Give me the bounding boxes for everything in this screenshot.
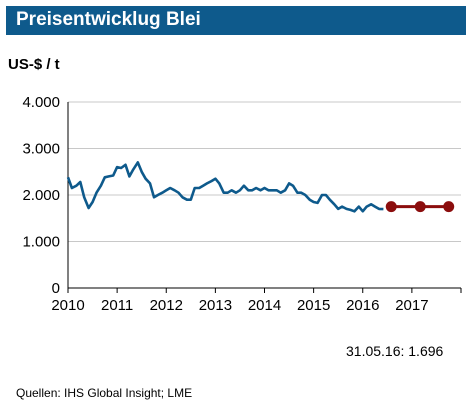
y-tick-label-1.000: 1.000 bbox=[22, 234, 60, 251]
x-tick-label-2015: 2015 bbox=[297, 297, 330, 314]
y-tick-label-2.000: 2.000 bbox=[22, 187, 60, 204]
last-value-note: 31.05.16: 1.696 bbox=[346, 343, 444, 359]
source-note: Quellen: IHS Global Insight; LME bbox=[16, 386, 193, 400]
x-tick-label-2010: 2010 bbox=[51, 297, 84, 314]
chart-header: Preisentwicklug Blei bbox=[6, 6, 466, 35]
chart-title: Preisentwicklug Blei bbox=[16, 9, 201, 30]
x-tick-label-2012: 2012 bbox=[150, 297, 183, 314]
y-tick-labels: 0 1.000 2.000 3.000 4.000 bbox=[22, 94, 60, 297]
y-tick-label-3.000: 3.000 bbox=[22, 141, 60, 158]
y-tick-label-4.000: 4.000 bbox=[22, 94, 60, 111]
y-tick-label-0: 0 bbox=[52, 280, 60, 297]
grid-lines bbox=[67, 101, 462, 293]
x-tick-labels: 2010 2011 2012 2013 2014 2015 2016 2017 bbox=[51, 297, 428, 314]
x-tick-label-2011: 2011 bbox=[101, 297, 133, 314]
x-tick-label-2014: 2014 bbox=[248, 297, 281, 314]
forecast-point bbox=[414, 201, 426, 213]
series-line-actual bbox=[66, 161, 384, 213]
series-layer bbox=[66, 161, 455, 213]
x-tick-label-2016: 2016 bbox=[346, 297, 379, 314]
forecast-point bbox=[443, 201, 455, 213]
x-tick-label-2017: 2017 bbox=[395, 297, 428, 314]
y-axis-unit-label: US-$ / t bbox=[8, 56, 60, 73]
x-tick-label-2013: 2013 bbox=[199, 297, 232, 314]
forecast-point bbox=[385, 201, 397, 213]
